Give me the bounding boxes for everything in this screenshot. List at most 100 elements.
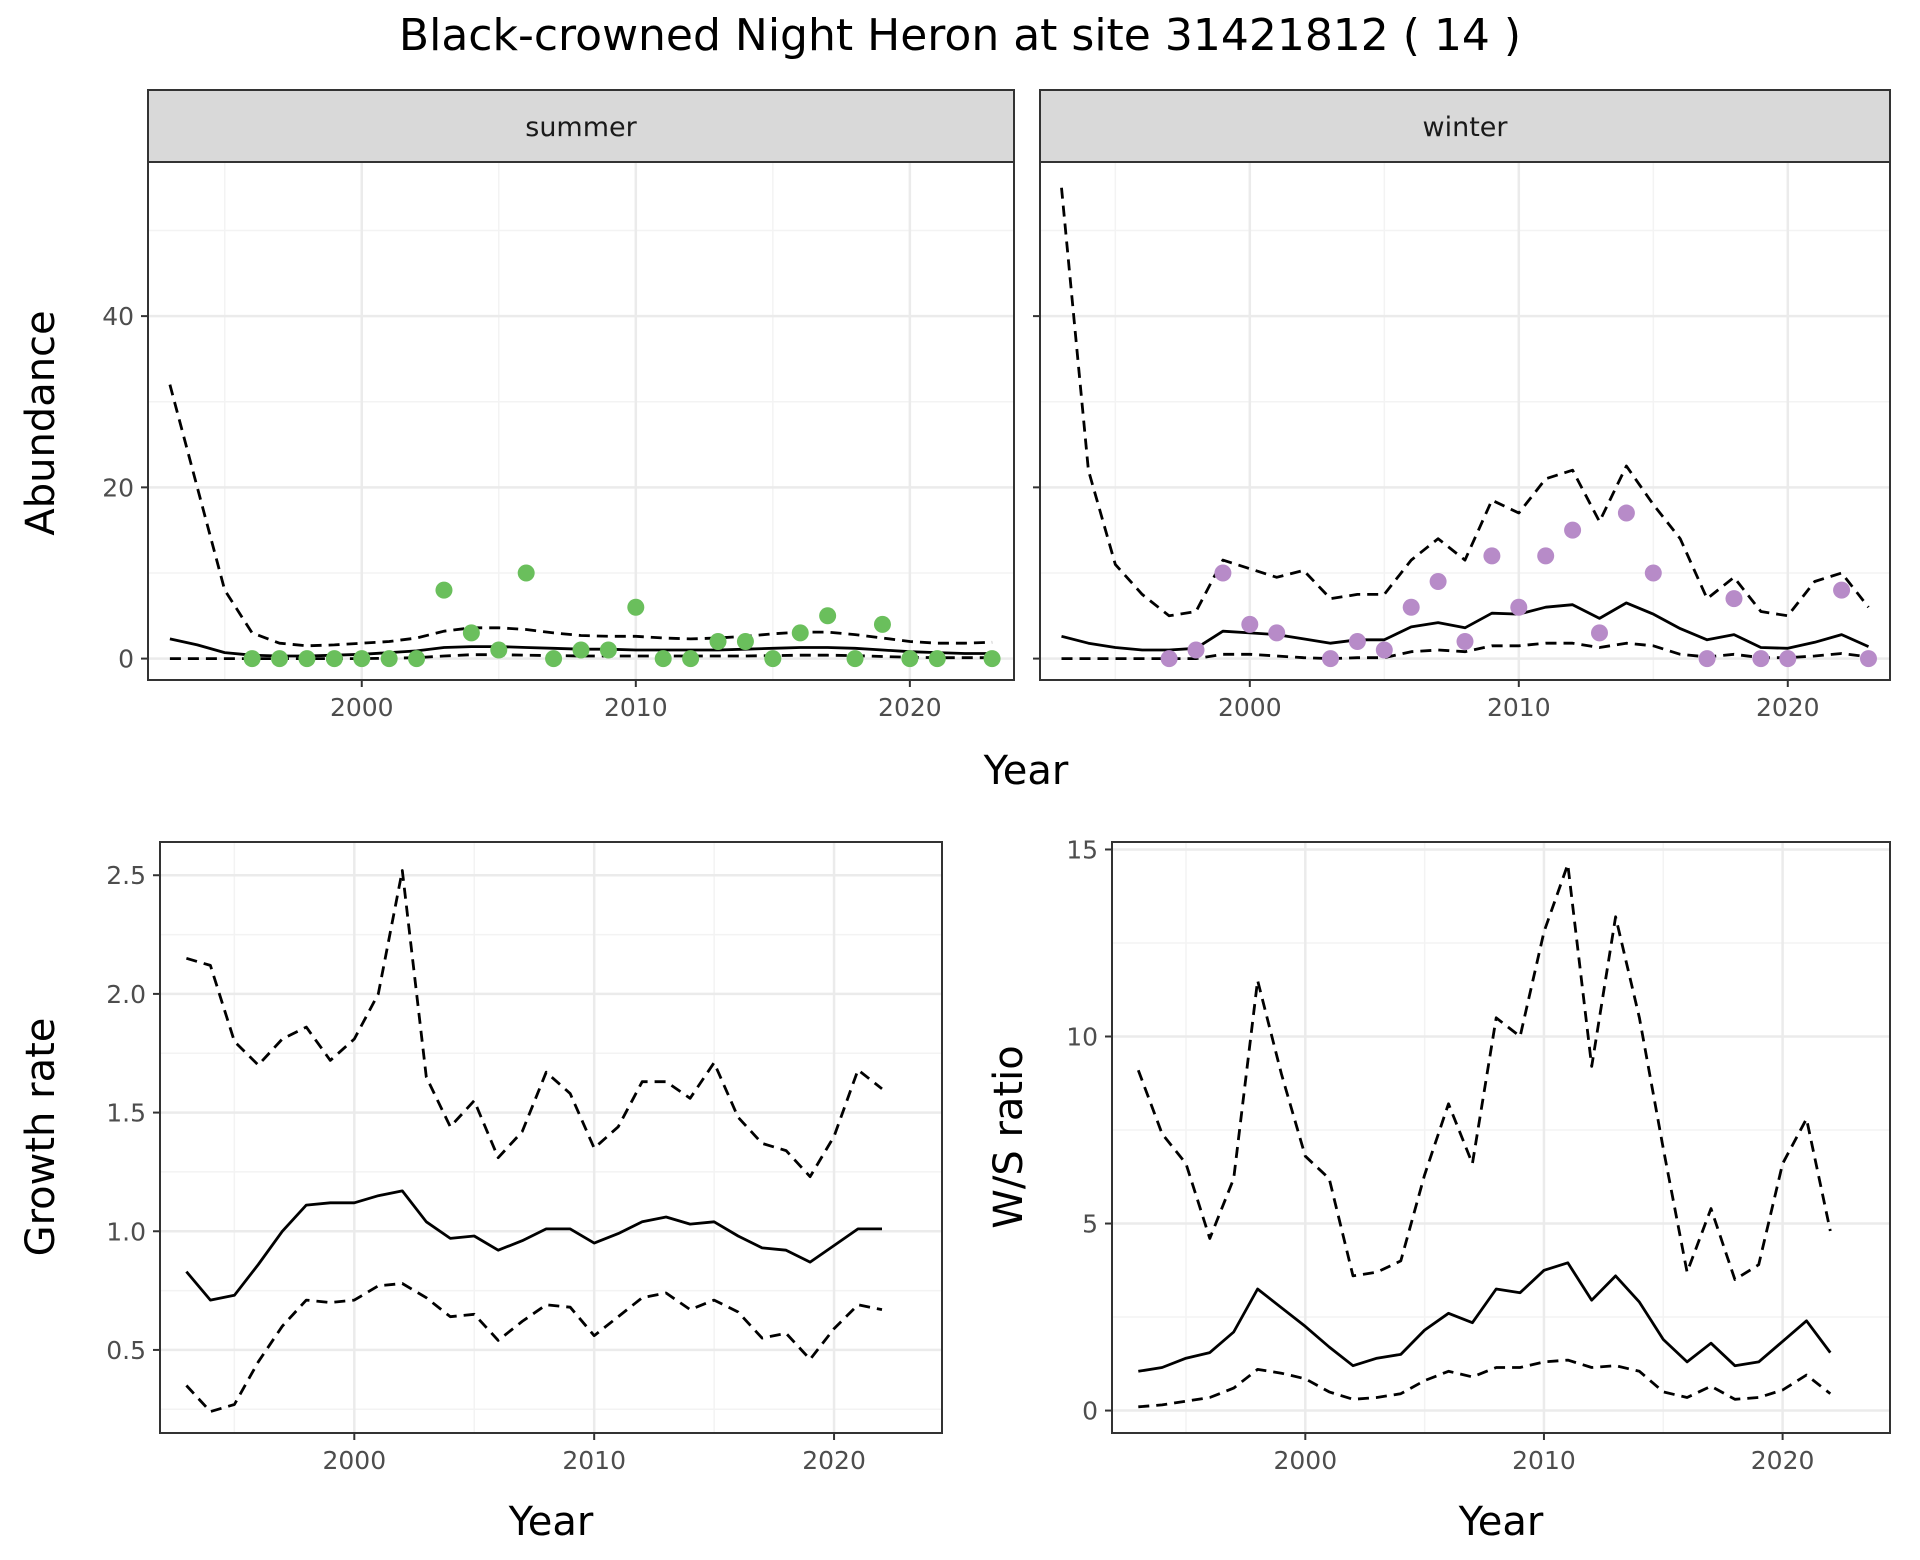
data-point	[1483, 547, 1501, 565]
data-point	[599, 641, 617, 659]
data-point	[1698, 650, 1716, 668]
y-axis-title: Growth rate	[18, 1018, 64, 1257]
charts-container: summer 2000 2010 2020 0 20 40 Abundance Year wint…	[18, 89, 1891, 1545]
data-point	[1268, 624, 1286, 642]
x-tick-label: 2000	[322, 1446, 386, 1475]
panel-border	[159, 841, 943, 1434]
figure-title: Black-crowned Night Heron at site 314218…	[399, 10, 1521, 61]
series-lower-line	[185, 1282, 883, 1413]
plot-background	[160, 842, 942, 1433]
series-upper-line	[1136, 863, 1832, 1281]
series-lower-line	[1138, 1358, 1832, 1409]
x-tick-label: 2000	[1273, 1446, 1337, 1475]
data-point	[517, 564, 535, 582]
data-point	[1537, 547, 1555, 565]
plot-background	[1040, 162, 1890, 680]
data-point	[736, 632, 754, 650]
data-point	[435, 581, 453, 599]
data-point	[791, 624, 809, 642]
x-axis-title: Year	[508, 1499, 594, 1545]
y-tick-label: 1.5	[106, 1099, 146, 1128]
data-point	[325, 650, 343, 668]
data-point	[1160, 650, 1178, 668]
data-point	[1752, 650, 1770, 668]
data-point	[1617, 504, 1635, 522]
data-point	[1402, 598, 1420, 616]
data-point	[545, 650, 563, 668]
x-axis-title: Year	[1458, 1499, 1544, 1545]
data-point	[1859, 650, 1877, 668]
facet-strip-winter	[1039, 89, 1891, 163]
y-tick-label: 40	[102, 302, 134, 331]
x-tick-label: 2000	[330, 693, 394, 722]
y-tick-label: 5	[1082, 1210, 1098, 1239]
data-point	[928, 650, 946, 668]
data-point	[1187, 641, 1205, 659]
data-point	[682, 650, 700, 668]
panel-growth: 2000 2010 2020 0.5 1.0 1.5 2.0 2.5 Growth rate Ye…	[18, 841, 943, 1545]
data-point	[1833, 581, 1851, 599]
data-point	[983, 650, 1001, 668]
y-tick-label: 1.0	[106, 1217, 146, 1246]
facet-strip-summer	[147, 89, 1015, 163]
plot-background	[1112, 842, 1890, 1433]
x-tick-label: 2000	[1218, 693, 1282, 722]
series-upper-line	[168, 384, 993, 648]
x-tick-label: 2010	[1512, 1446, 1576, 1475]
y-tick-label: 15	[1066, 835, 1098, 864]
data-point	[1779, 650, 1797, 668]
data-point	[462, 624, 480, 642]
y-tick-label: 0.5	[106, 1336, 146, 1365]
series-upper-line	[186, 869, 883, 1179]
data-point	[1725, 590, 1743, 608]
series-group	[1136, 863, 1832, 1409]
y-axis-title: W/S ratio	[986, 1045, 1032, 1228]
data-point	[846, 650, 864, 668]
x-tick-label: 2010	[604, 693, 668, 722]
x-tick-label: 2020	[878, 693, 942, 722]
data-point	[709, 632, 727, 650]
data-point	[873, 615, 891, 633]
data-point	[243, 650, 261, 668]
y-tick-label: 0	[118, 645, 134, 674]
series-upper-line	[1060, 187, 1870, 618]
data-point	[1590, 624, 1608, 642]
data-point	[298, 650, 316, 668]
data-point	[654, 650, 672, 668]
data-point	[380, 650, 398, 668]
data-point	[572, 641, 590, 659]
data-point	[1564, 521, 1582, 539]
data-point	[1214, 564, 1232, 582]
panel-ratio: 2000 2010 2020 0 5 10 15 W/S ratio Year	[986, 835, 1891, 1545]
data-point	[819, 607, 837, 625]
panel-summer: summer 2000 2010 2020 0 20 40 Abundance Year	[18, 89, 1069, 794]
y-tick-label: 0	[1082, 1397, 1098, 1426]
data-point	[1241, 615, 1259, 633]
data-point	[408, 650, 426, 668]
series-estimate-line	[1138, 1261, 1832, 1373]
y-tick-label: 10	[1066, 1023, 1098, 1052]
panel-border	[1111, 841, 1891, 1434]
series-group	[185, 869, 883, 1413]
data-point	[901, 650, 919, 668]
x-tick-label: 2020	[1751, 1446, 1815, 1475]
series-estimate-line	[185, 1189, 882, 1302]
facet-strip-label: summer	[525, 112, 637, 143]
x-tick-label: 2010	[1487, 693, 1551, 722]
panel-winter: winter 2000 2010 2020	[1033, 89, 1891, 722]
data-point	[764, 650, 782, 668]
data-point	[490, 641, 508, 659]
y-tick-label: 2.0	[106, 980, 146, 1009]
data-point	[353, 650, 371, 668]
data-point	[271, 650, 289, 668]
y-axis-title: Abundance	[18, 310, 64, 535]
data-point	[627, 598, 645, 616]
x-axis-title-shared: Year	[983, 748, 1069, 794]
data-point	[1375, 641, 1393, 659]
data-point	[1322, 650, 1340, 668]
y-tick-label: 20	[102, 473, 134, 502]
data-point	[1348, 632, 1366, 650]
x-tick-label: 2010	[562, 1446, 626, 1475]
data-point	[1456, 632, 1474, 650]
facet-strip-label: winter	[1423, 112, 1509, 143]
